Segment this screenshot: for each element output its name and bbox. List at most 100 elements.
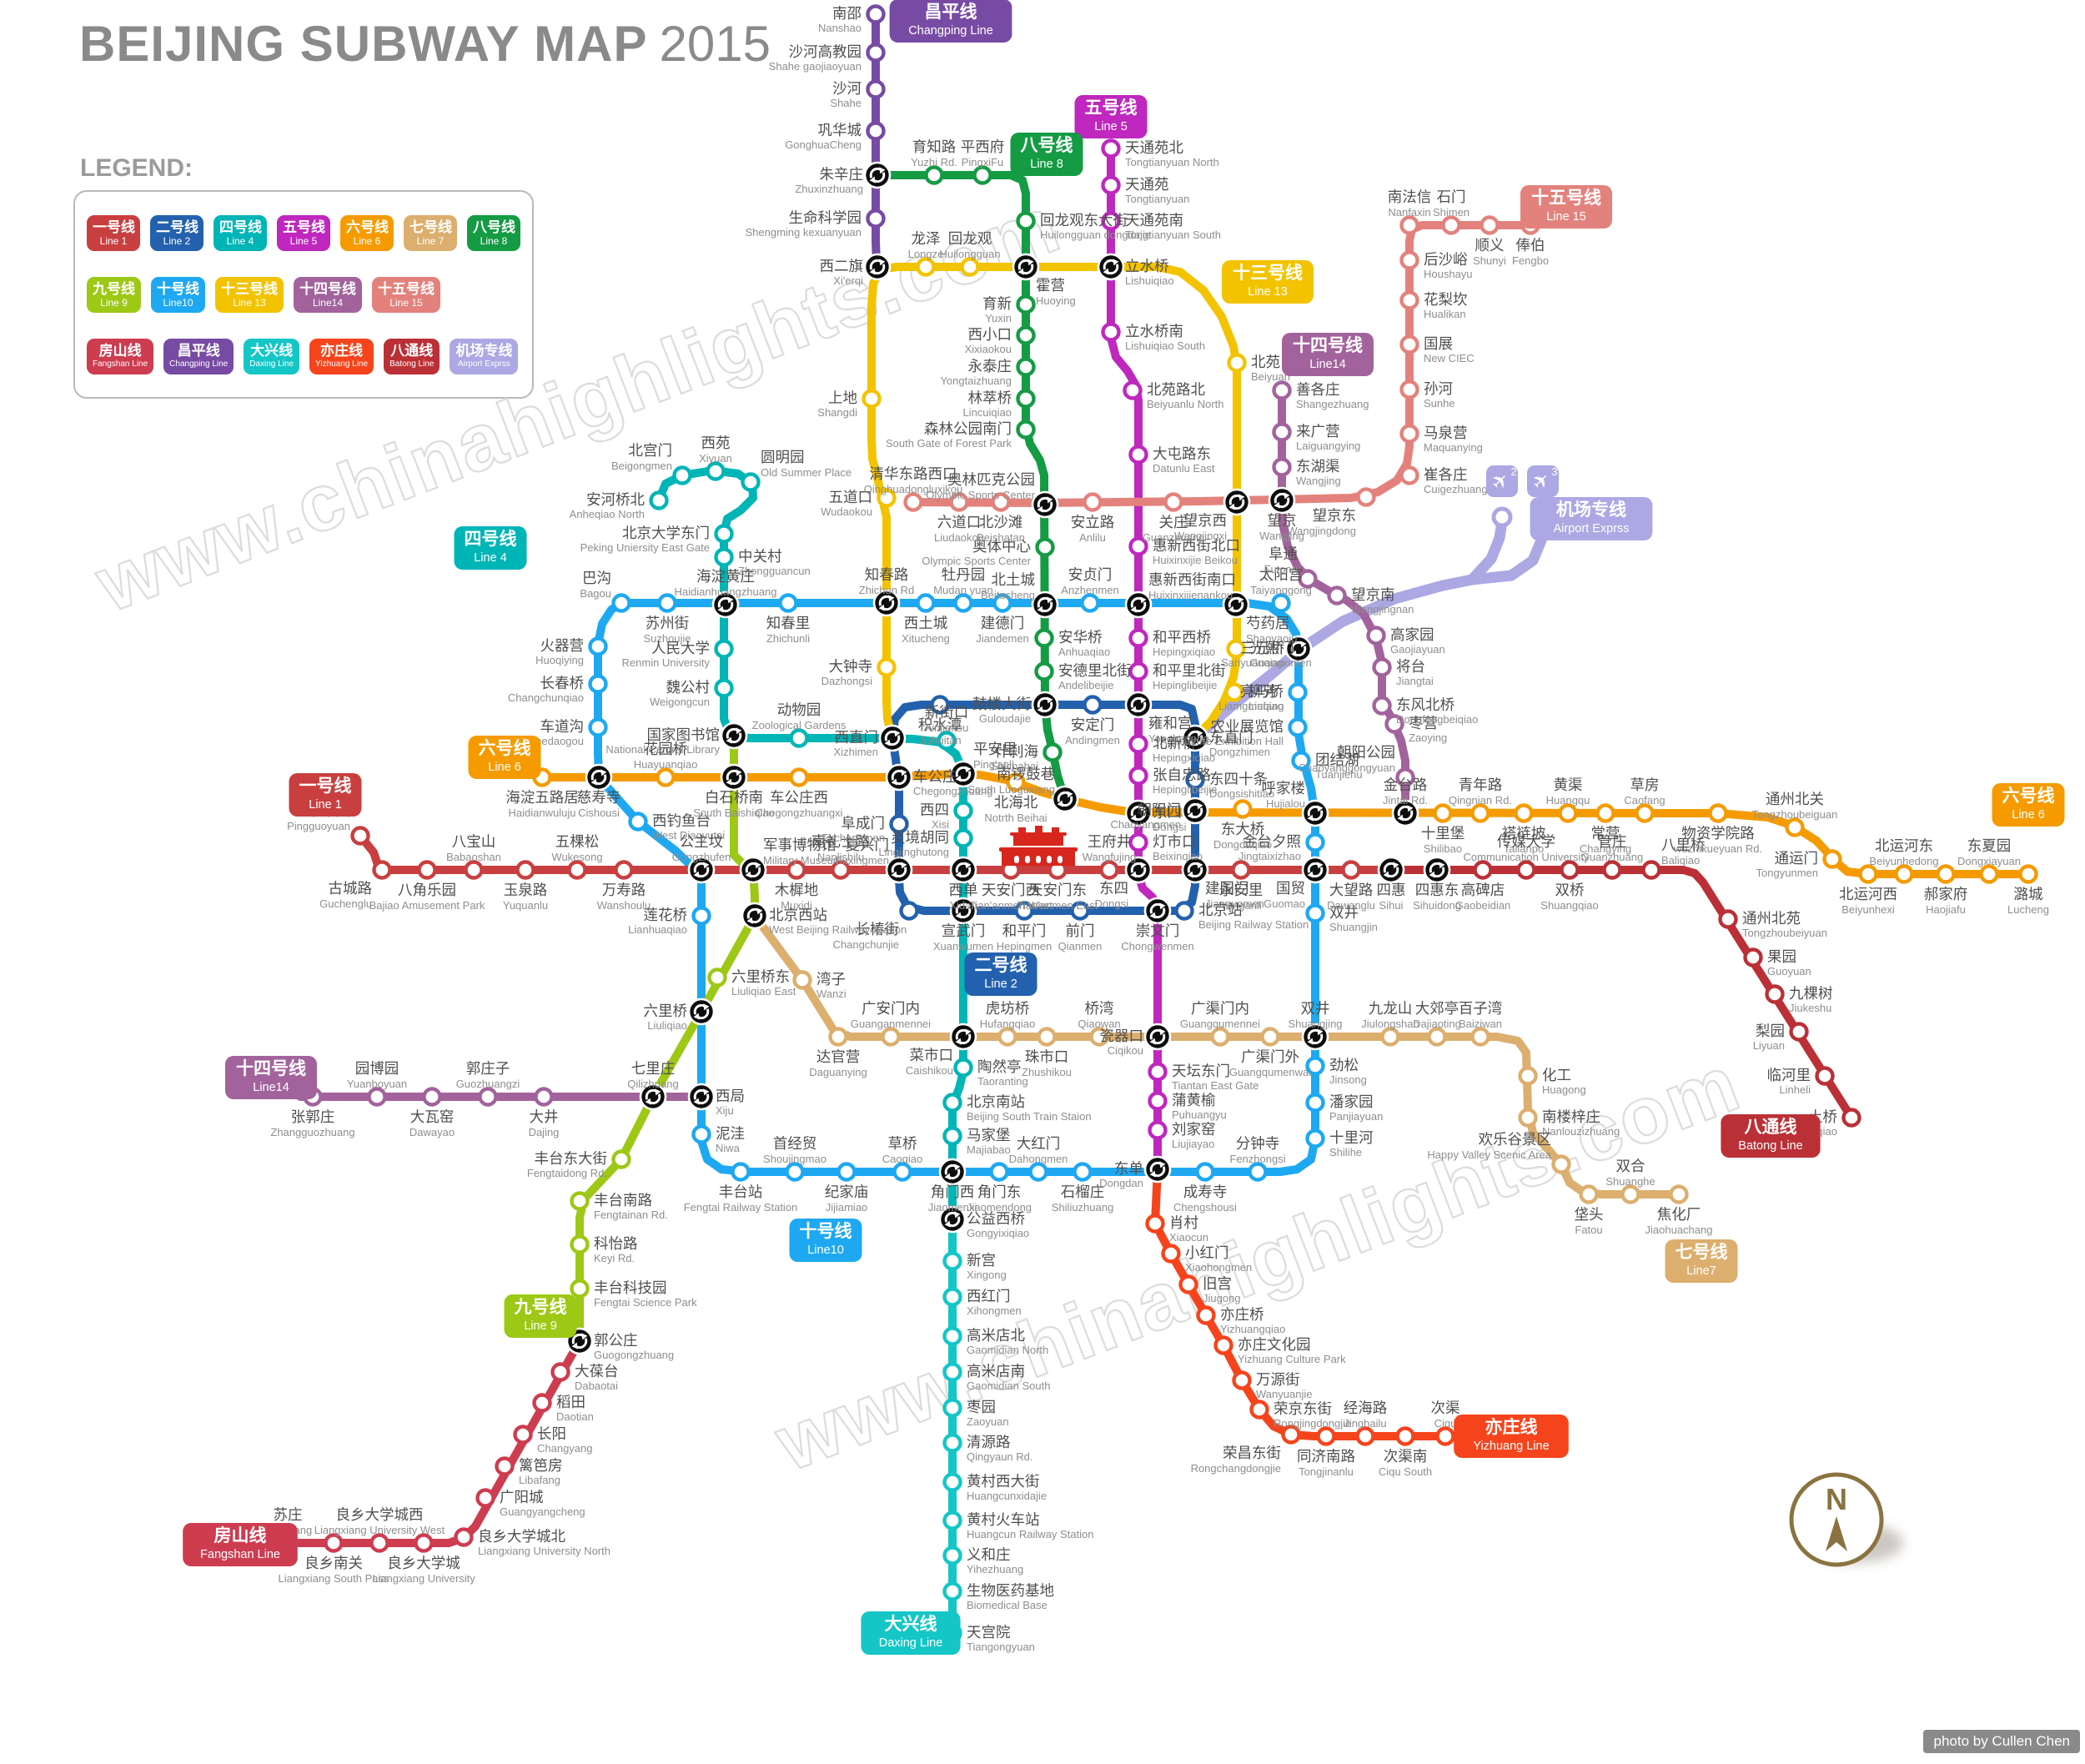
station-dot — [372, 860, 392, 880]
station-label-en: Dongfengbeiqiao — [1396, 713, 1478, 726]
station-label-cn: 旧宫 — [1203, 1275, 1232, 1292]
station-dot — [1128, 766, 1148, 786]
station-dot — [1226, 639, 1246, 659]
station-label-cn: 通州北关 — [1766, 791, 1824, 807]
interchange-icon — [1301, 799, 1329, 827]
station-label-en: Shuanghe — [1605, 1175, 1655, 1188]
station-dot — [1128, 536, 1148, 556]
station-label-cn: 呼家楼 — [1262, 780, 1306, 797]
station-label-en: Fuxingmen — [836, 854, 889, 867]
station-label-cn: 国家图书馆 — [647, 726, 721, 743]
station-label-en: Guanganmennei — [851, 1018, 931, 1030]
svg-text:十四号线: 十四号线 — [1293, 335, 1363, 355]
svg-text:昌平线: 昌平线 — [925, 2, 977, 22]
station-label-cn: 高米店南 — [967, 1363, 1025, 1380]
station-label-en: Xitucheng — [902, 632, 950, 645]
station-dot — [881, 1027, 901, 1047]
station-label-cn: 花园桥 — [644, 741, 688, 757]
station-label-en: Huilongguan dongdajie — [1040, 229, 1151, 241]
station-label-en: Xi'erqi — [833, 274, 863, 287]
station-dot — [1101, 138, 1121, 158]
station-label-cn: 光熙门 — [1250, 640, 1294, 656]
station-dot — [691, 906, 711, 926]
station-label-en: West Diaoyutai — [652, 829, 725, 842]
station-label-en: Jinsong — [1329, 1073, 1367, 1086]
station-dot — [1272, 457, 1292, 477]
station-dot — [1148, 1091, 1168, 1111]
station-label-en: Qinghuadongluxikou — [864, 483, 963, 495]
station-label-en: Anzhenmen — [1061, 584, 1118, 596]
station-label-en: Zoological Gardens — [752, 719, 847, 731]
svg-text:八通线: 八通线 — [1745, 1117, 1797, 1137]
station-dot — [714, 678, 734, 698]
station-label-en: Caofang — [1624, 794, 1665, 807]
legend-chip-cn: 亦庄线 — [320, 342, 364, 359]
station-label-en: Linheli — [1779, 1083, 1811, 1096]
station-label-cn: 石榴庄 — [1061, 1184, 1105, 1200]
station-label-en: Fengbo — [1512, 254, 1549, 267]
station-label-cn: 马家堡 — [967, 1127, 1011, 1143]
station-label-en: Xidan — [949, 899, 977, 912]
station-label-cn: 泥洼 — [716, 1125, 745, 1142]
line-badge-yizhuang: 亦庄线 Yizhuang Line — [1454, 1415, 1569, 1458]
station-label-cn: 清源路 — [967, 1434, 1011, 1450]
station-label-cn: 亮马桥 — [1240, 683, 1284, 700]
legend-chip-en: Yizhuang Line — [315, 359, 369, 369]
station-label-en: Liangxiang South Pass — [279, 1572, 389, 1585]
station-dot — [1128, 661, 1148, 681]
station-label-cn: 天通苑北 — [1125, 139, 1183, 156]
station-label-en: Notrth Beihai — [984, 812, 1047, 824]
station-label-en: Dongsi — [1095, 897, 1129, 910]
line-badge-l14e: 十四号线 Line14 — [1282, 333, 1374, 376]
legend-chip-en: Line 9 — [100, 296, 128, 309]
line-badge-l15: 十五号线 Line 15 — [1520, 185, 1612, 229]
station-dot — [1128, 832, 1148, 852]
legend-chip-cn: 五号线 — [283, 219, 325, 235]
station-dot — [1196, 1305, 1216, 1325]
station-dot — [789, 767, 809, 787]
station-label-cn: 科怡路 — [594, 1235, 638, 1252]
station-label-en: Hujialou — [1266, 797, 1305, 810]
station-label-cn: 牡丹园 — [942, 566, 986, 583]
station-label-cn: 海淀黄庄 — [696, 568, 755, 585]
station-label-en: Guogongzhuang — [594, 1349, 674, 1361]
station-dot — [657, 593, 677, 613]
station-label-cn: 国贸 — [1276, 880, 1305, 897]
legend-chip-airport-exprss: 机场专线 Airport Exprss — [450, 338, 519, 374]
legend-chip-en: Batong Line — [389, 359, 435, 369]
station-label-en: Guchenglu — [319, 897, 372, 910]
interchange-icon — [1031, 591, 1059, 619]
station-dot — [1227, 353, 1247, 373]
interchange-icon — [863, 161, 892, 189]
station-dot — [1006, 772, 1026, 792]
line-badge-changping: 昌平线 Changping Line — [889, 0, 1012, 43]
interchange-icon — [739, 856, 767, 884]
station-label-cn: 大红门 — [1017, 1135, 1061, 1152]
station-label-en: Shangdi — [817, 406, 857, 419]
station-label-en: Biomedical Base — [967, 1599, 1048, 1611]
station-label-en: Tiantan East Gate — [1172, 1079, 1259, 1092]
